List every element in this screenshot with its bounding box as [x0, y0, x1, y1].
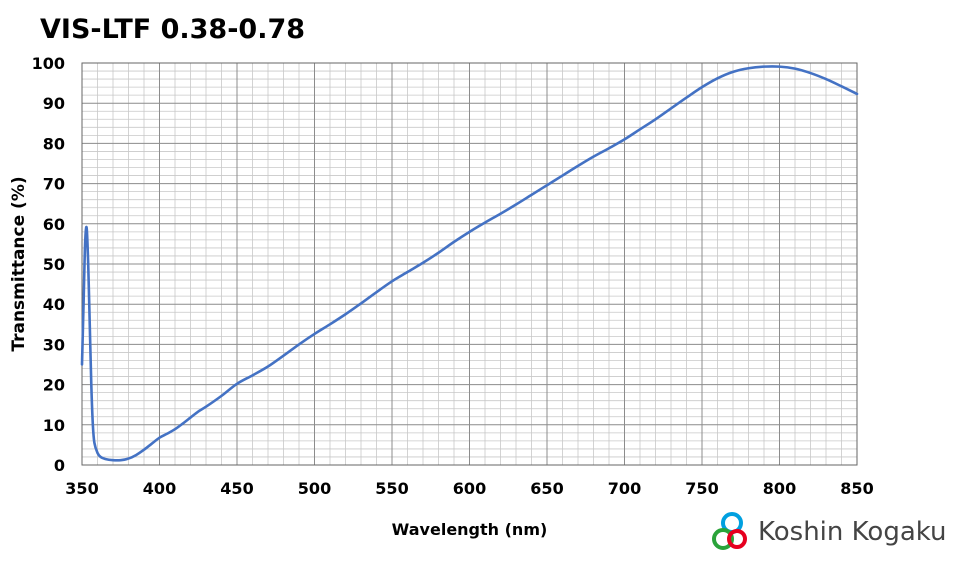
y-tick-label: 0 — [54, 456, 65, 475]
y-tick-label: 50 — [43, 255, 65, 274]
x-tick-label: 500 — [298, 479, 331, 498]
y-axis-label: Transmittance (%) — [9, 176, 29, 351]
koshin-kogaku-logo-icon — [712, 512, 747, 550]
plot-frame — [81, 62, 858, 466]
brand-logo: Koshin Kogaku — [710, 510, 947, 554]
y-axis-ticks: 0 10 20 30 40 50 60 70 80 90 100 — [32, 54, 65, 475]
x-tick-label: 800 — [763, 479, 796, 498]
x-axis-ticks: 350 400 450 500 550 600 650 700 750 800 850 — [65, 479, 873, 498]
y-tick-label: 20 — [43, 376, 65, 395]
x-tick-label: 350 — [65, 479, 98, 498]
chart-title: VIS-LTF 0.38-0.78 — [40, 14, 306, 45]
x-tick-label: 400 — [143, 479, 176, 498]
transmittance-series-line — [80, 65, 859, 462]
x-tick-label: 650 — [530, 479, 563, 498]
y-tick-label: 60 — [43, 215, 65, 234]
y-tick-label: 10 — [43, 416, 65, 435]
x-tick-label: 700 — [608, 479, 641, 498]
x-tick-label: 550 — [375, 479, 408, 498]
y-tick-label: 90 — [43, 94, 65, 113]
x-tick-label: 450 — [220, 479, 253, 498]
x-axis-label: Wavelength (nm) — [392, 520, 548, 539]
y-tick-label: 70 — [43, 175, 65, 194]
series-group — [80, 65, 859, 462]
brand-name: Koshin Kogaku — [758, 517, 947, 547]
y-tick-label: 40 — [43, 295, 65, 314]
x-tick-label: 750 — [685, 479, 718, 498]
y-tick-label: 100 — [32, 54, 65, 73]
y-tick-label: 30 — [43, 335, 65, 354]
y-tick-label: 80 — [43, 134, 65, 153]
x-tick-label: 850 — [840, 479, 873, 498]
x-tick-label: 600 — [453, 479, 486, 498]
major-grid — [81, 62, 858, 466]
